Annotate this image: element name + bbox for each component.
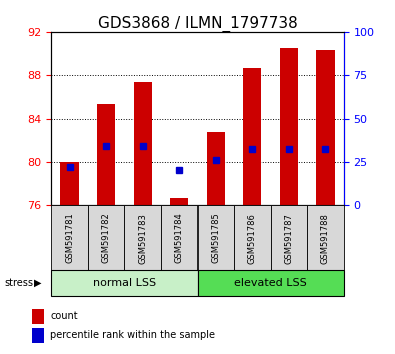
Text: normal LSS: normal LSS (93, 278, 156, 288)
Text: percentile rank within the sample: percentile rank within the sample (50, 330, 215, 341)
Bar (170, 198, 188, 205)
Bar (198, 205, 234, 271)
Title: GDS3868 / ILMN_1797738: GDS3868 / ILMN_1797738 (98, 16, 297, 32)
Text: GSM591788: GSM591788 (321, 213, 330, 263)
Text: GSM591784: GSM591784 (175, 213, 184, 263)
Text: elevated LSS: elevated LSS (234, 278, 307, 288)
Text: GSM591785: GSM591785 (211, 213, 220, 263)
Bar (32, 309, 44, 324)
Bar (134, 82, 152, 205)
Bar (32, 328, 44, 343)
Bar (316, 50, 335, 205)
Bar (97, 104, 115, 205)
Bar (60, 162, 79, 205)
Bar (198, 270, 344, 296)
Bar (271, 205, 307, 271)
Bar (88, 205, 124, 271)
Bar (124, 205, 161, 271)
Text: GSM591781: GSM591781 (65, 213, 74, 263)
Bar (51, 205, 88, 271)
Bar (243, 68, 261, 205)
Bar (307, 205, 344, 271)
Bar (161, 205, 198, 271)
Text: ▶: ▶ (34, 278, 41, 288)
Text: GSM591787: GSM591787 (284, 213, 293, 263)
Text: GSM591786: GSM591786 (248, 213, 257, 263)
Text: GSM591782: GSM591782 (102, 213, 111, 263)
Text: GSM591783: GSM591783 (138, 213, 147, 263)
Text: count: count (50, 311, 78, 321)
Bar (51, 270, 198, 296)
Bar (207, 132, 225, 205)
Text: stress: stress (4, 278, 33, 288)
Bar (234, 205, 271, 271)
Bar (280, 48, 298, 205)
